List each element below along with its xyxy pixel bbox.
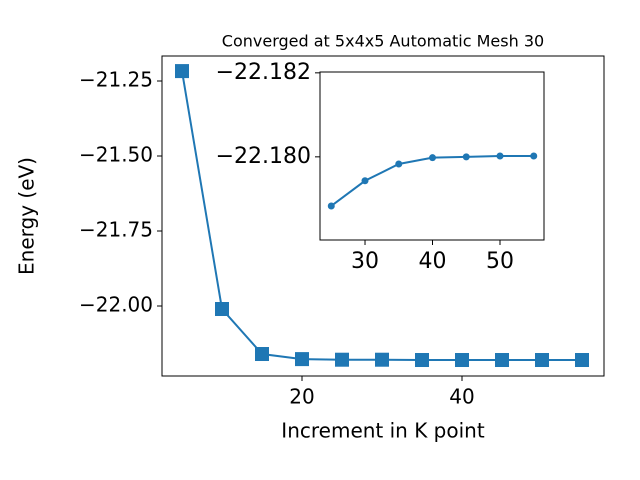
y-tick-label: −21.25 <box>79 67 153 91</box>
y-tick-label: −21.75 <box>79 218 153 242</box>
y-tick-label: −22.182 <box>216 60 311 85</box>
marker <box>361 177 369 185</box>
marker <box>575 353 589 368</box>
marker <box>175 64 189 79</box>
marker <box>496 152 504 160</box>
marker <box>395 160 403 168</box>
marker <box>495 353 509 368</box>
x-tick-label: 20 <box>289 385 314 409</box>
marker <box>462 153 470 161</box>
marker <box>327 202 335 210</box>
x-tick-label: 30 <box>351 249 379 274</box>
marker <box>335 352 349 367</box>
marker <box>295 352 309 367</box>
y-axis-label: Energy (eV) <box>15 157 39 275</box>
x-tick-label: 50 <box>486 249 514 274</box>
marker <box>375 352 389 367</box>
x-tick-label: 40 <box>449 385 474 409</box>
y-tick-label: −21.50 <box>79 142 153 166</box>
marker <box>535 353 549 368</box>
marker <box>215 302 229 317</box>
x-tick-label: 40 <box>419 249 447 274</box>
y-tick-label: −22.180 <box>216 144 311 169</box>
marker <box>455 353 469 368</box>
marker <box>429 154 437 162</box>
x-axis-label: Increment in K point <box>281 419 485 443</box>
y-tick-label: −22.00 <box>79 293 153 317</box>
chart-title: Converged at 5x4x5 Automatic Mesh 30 <box>222 32 544 51</box>
marker <box>530 152 538 160</box>
marker <box>415 353 429 368</box>
marker <box>255 347 269 362</box>
